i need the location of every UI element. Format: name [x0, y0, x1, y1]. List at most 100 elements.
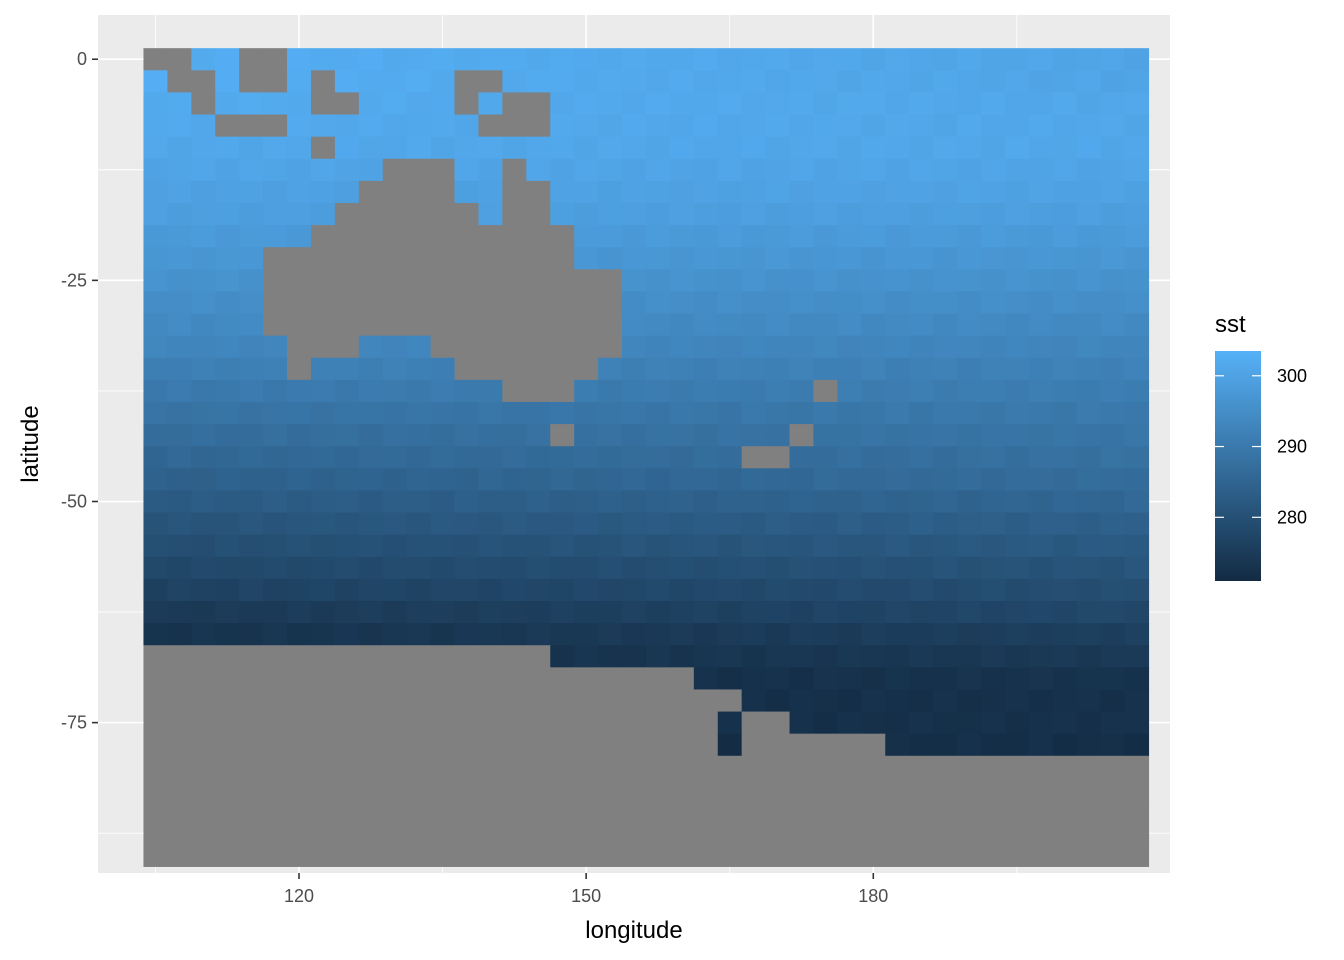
- sst-tile: [215, 822, 240, 845]
- sst-tile: [310, 136, 336, 160]
- sst-tile: [1124, 556, 1150, 580]
- sst-tile: [1100, 357, 1126, 381]
- sst-tile: [358, 202, 384, 226]
- sst-tile: [622, 733, 647, 757]
- sst-tile: [885, 711, 910, 735]
- sst-tile: [717, 401, 743, 425]
- sst-tile: [430, 225, 456, 248]
- sst-tile: [239, 136, 264, 160]
- sst-tile: [1004, 291, 1030, 315]
- sst-tile: [263, 490, 288, 514]
- sst-tile: [1076, 556, 1102, 580]
- sst-tile: [957, 777, 982, 801]
- sst-tile: [861, 777, 886, 801]
- sst-tile: [933, 114, 958, 138]
- sst-tile: [957, 512, 982, 536]
- sst-tile: [239, 755, 264, 779]
- sst-tile: [358, 490, 384, 514]
- sst-tile: [502, 247, 527, 270]
- sst-tile: [1100, 534, 1126, 558]
- sst-tile: [813, 578, 838, 602]
- sst-tile: [645, 755, 671, 779]
- sst-tile: [287, 667, 312, 691]
- sst-tile: [382, 733, 408, 757]
- sst-tile: [765, 667, 791, 691]
- sst-tile: [1100, 48, 1126, 71]
- sst-tile: [1124, 490, 1150, 514]
- sst-tile: [957, 667, 982, 691]
- sst-tile: [980, 335, 1006, 359]
- sst-tile: [574, 202, 599, 226]
- sst-tile: [837, 401, 862, 425]
- sst-tile: [310, 180, 336, 204]
- sst-tile: [574, 711, 599, 735]
- sst-tile: [813, 711, 838, 735]
- sst-tile: [167, 269, 192, 293]
- sst-tile: [837, 645, 862, 668]
- sst-tile: [789, 202, 815, 226]
- sst-tile: [765, 468, 791, 492]
- sst-tile: [191, 424, 216, 447]
- sst-tile: [717, 733, 743, 757]
- sst-tile: [885, 446, 910, 469]
- sst-tile: [693, 114, 719, 138]
- sst-tile: [430, 357, 456, 381]
- sst-tile: [454, 401, 480, 425]
- sst-tile: [478, 844, 503, 867]
- sst-tile: [622, 667, 647, 691]
- sst-tile: [287, 202, 312, 226]
- sst-tile: [1100, 800, 1126, 823]
- sst-tile: [167, 822, 192, 845]
- sst-tile: [526, 512, 551, 536]
- sst-tile: [789, 468, 815, 492]
- sst-tile: [669, 379, 695, 403]
- sst-tile: [1052, 136, 1078, 160]
- sst-tile: [622, 180, 647, 204]
- sst-tile: [143, 534, 168, 558]
- sst-tile: [645, 269, 671, 293]
- sst-tile: [980, 755, 1006, 779]
- sst-tile: [334, 335, 360, 359]
- sst-tile: [191, 379, 216, 403]
- sst-tile: [885, 468, 910, 492]
- sst-tile: [1052, 844, 1078, 867]
- sst-tile: [885, 623, 910, 646]
- sst-tile: [717, 357, 743, 381]
- sst-tile: [741, 202, 767, 226]
- sst-tile: [358, 777, 384, 801]
- sst-tile: [287, 490, 312, 514]
- sst-tile: [191, 313, 216, 337]
- sst-tile: [502, 202, 527, 226]
- sst-tile: [717, 490, 743, 514]
- sst-tile: [1052, 48, 1078, 71]
- sst-tile: [957, 755, 982, 779]
- sst-tile: [598, 623, 623, 646]
- sst-tile: [622, 534, 647, 558]
- sst-tile: [980, 578, 1006, 602]
- sst-tile: [430, 70, 456, 93]
- sst-tile: [1052, 556, 1078, 580]
- sst-tile: [310, 667, 336, 691]
- sst-tile: [765, 556, 791, 580]
- sst-tile: [837, 313, 862, 337]
- sst-tile: [957, 689, 982, 713]
- sst-tile: [215, 180, 240, 204]
- sst-tile: [263, 225, 288, 248]
- sst-tile: [167, 623, 192, 646]
- sst-tile: [478, 534, 503, 558]
- sst-tile: [215, 379, 240, 403]
- sst-tile: [310, 357, 336, 381]
- sst-tile: [645, 180, 671, 204]
- sst-tile: [550, 800, 575, 823]
- sst-tile: [191, 578, 216, 602]
- sst-tile: [789, 667, 815, 691]
- sst-tile: [263, 291, 288, 315]
- sst-tile: [310, 534, 336, 558]
- sst-tile: [813, 777, 838, 801]
- sst-tile: [789, 844, 815, 867]
- sst-tile: [980, 114, 1006, 138]
- sst-tile: [861, 800, 886, 823]
- sst-tile: [598, 335, 623, 359]
- sst-tile: [550, 512, 575, 536]
- sst-tile: [669, 711, 695, 735]
